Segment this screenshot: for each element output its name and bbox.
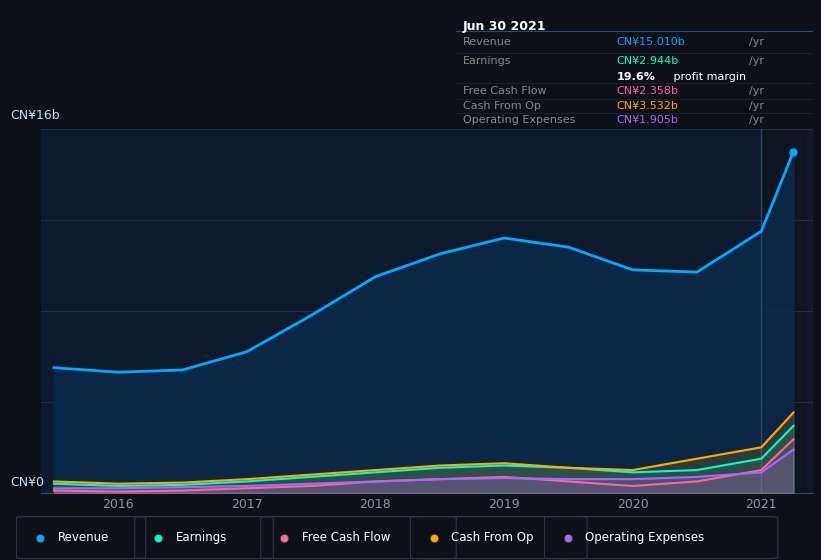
Text: /yr: /yr [749, 86, 764, 96]
Text: CN¥16b: CN¥16b [10, 109, 60, 122]
Text: Cash From Op: Cash From Op [463, 101, 541, 111]
Text: Free Cash Flow: Free Cash Flow [302, 531, 390, 544]
Text: CN¥2.944b: CN¥2.944b [617, 56, 679, 66]
Text: /yr: /yr [749, 56, 764, 66]
Text: Earnings: Earnings [463, 56, 511, 66]
Text: Operating Expenses: Operating Expenses [463, 115, 576, 125]
Text: CN¥0: CN¥0 [10, 476, 44, 489]
Text: /yr: /yr [749, 115, 764, 125]
Text: CN¥2.358b: CN¥2.358b [617, 86, 678, 96]
Text: /yr: /yr [749, 101, 764, 111]
Text: Revenue: Revenue [57, 531, 108, 544]
Text: Cash From Op: Cash From Op [452, 531, 534, 544]
Text: /yr: /yr [749, 37, 764, 47]
Text: Revenue: Revenue [463, 37, 511, 47]
Text: CN¥15.010b: CN¥15.010b [617, 37, 685, 47]
Text: Operating Expenses: Operating Expenses [585, 531, 704, 544]
Text: 19.6%: 19.6% [617, 72, 655, 82]
Text: CN¥3.532b: CN¥3.532b [617, 101, 678, 111]
Text: Jun 30 2021: Jun 30 2021 [463, 20, 546, 33]
Bar [761, 129, 806, 493]
Text: profit margin: profit margin [670, 72, 746, 82]
Text: Earnings: Earnings [176, 531, 227, 544]
Text: CN¥1.905b: CN¥1.905b [617, 115, 678, 125]
Text: Free Cash Flow: Free Cash Flow [463, 86, 547, 96]
